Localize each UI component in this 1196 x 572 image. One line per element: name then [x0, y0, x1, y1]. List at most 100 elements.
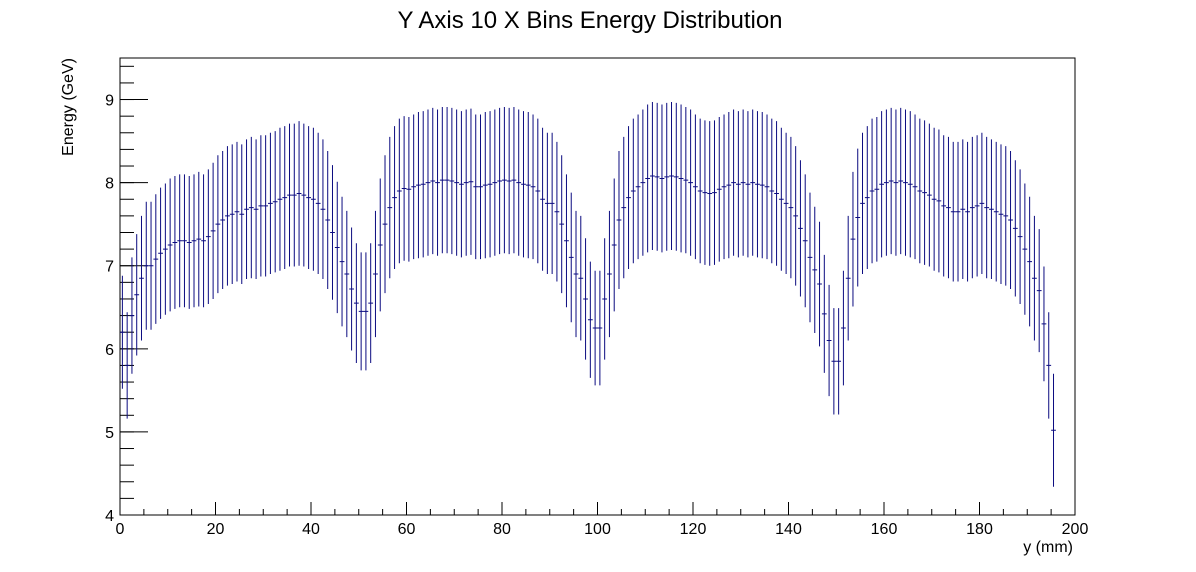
error-bar: [468, 108, 474, 255]
error-bar: [669, 102, 674, 250]
error-bar: [339, 196, 345, 327]
error-bar: [530, 114, 536, 260]
error-bar: [946, 136, 951, 279]
error-bar: [597, 270, 603, 386]
error-bar: [459, 111, 464, 258]
x-tick-label: 160: [871, 521, 898, 538]
x-tick-label: 60: [398, 521, 416, 538]
error-bar: [201, 174, 206, 308]
error-bar: [903, 109, 908, 256]
error-bar: [325, 151, 331, 289]
error-bar: [716, 116, 722, 262]
error-bar: [521, 111, 526, 258]
error-bar: [740, 109, 746, 256]
error-bar: [311, 127, 316, 271]
error-bar: [153, 194, 159, 324]
error-bar: [392, 126, 397, 270]
error-bar: [721, 114, 727, 260]
error-bar: [439, 107, 445, 254]
error-bar: [215, 155, 221, 294]
error-bar: [568, 192, 574, 323]
error-bar: [755, 111, 760, 258]
error-bar: [1036, 229, 1042, 353]
error-bar: [368, 243, 374, 363]
error-bar: [444, 107, 450, 254]
error-bar: [607, 210, 612, 338]
error-bar: [330, 165, 335, 300]
error-bar: [564, 174, 569, 308]
error-bar: [420, 111, 426, 258]
error-bar: [802, 174, 808, 308]
error-bar: [812, 206, 818, 334]
error-bar: [817, 221, 822, 347]
error-bar: [664, 102, 670, 251]
error-bar: [941, 135, 947, 277]
error-bar: [640, 109, 646, 256]
error-bar: [793, 146, 799, 286]
error-bar: [573, 210, 579, 338]
error-bar: [788, 136, 794, 279]
error-bar: [1046, 312, 1052, 419]
error-bar: [258, 135, 264, 277]
error-bar: [855, 148, 861, 287]
error-bar: [373, 210, 378, 338]
error-bar: [1032, 215, 1037, 341]
error-bar: [912, 114, 918, 260]
error-bar: [540, 127, 545, 271]
error-bar: [191, 174, 197, 308]
error-bar: [139, 215, 144, 341]
error-bar: [344, 210, 350, 338]
error-bar: [831, 308, 837, 415]
error-bar: [750, 109, 756, 256]
error-bar: [1027, 196, 1033, 327]
error-bar: [497, 107, 502, 255]
error-bar: [673, 102, 679, 251]
error-bar: [735, 111, 741, 258]
x-tick-label: 80: [493, 521, 511, 538]
error-bar: [492, 109, 498, 256]
y-tick-label: 4: [105, 508, 114, 525]
error-bar: [349, 227, 354, 351]
error-bar: [611, 178, 617, 312]
error-bar: [473, 114, 479, 260]
error-bar: [248, 136, 254, 279]
error-bar: [907, 111, 913, 258]
error-bar: [821, 254, 827, 373]
error-bar: [205, 169, 211, 304]
error-bar: [778, 127, 784, 271]
error-bar: [148, 201, 154, 330]
error-bar: [1051, 373, 1056, 487]
error-bar: [296, 121, 302, 266]
error-bar: [922, 120, 927, 265]
error-bar: [516, 109, 522, 256]
error-bar: [654, 102, 660, 251]
error-bar: [229, 144, 235, 285]
error-bar: [826, 284, 832, 397]
error-bar: [416, 112, 421, 259]
error-bar: [950, 141, 956, 282]
error-bar: [401, 116, 407, 261]
error-bar: [387, 136, 393, 279]
error-bar: [425, 109, 431, 256]
x-tick-label: 40: [302, 521, 320, 538]
error-bar: [712, 120, 717, 265]
error-bar: [363, 252, 369, 371]
error-bar: [645, 104, 651, 253]
error-bar: [898, 107, 904, 255]
error-bar: [244, 139, 249, 280]
x-tick-label: 140: [775, 521, 802, 538]
error-bar: [726, 112, 732, 259]
error-bar: [583, 238, 588, 360]
error-bar: [549, 132, 555, 275]
error-bar: [783, 132, 789, 275]
error-bar: [120, 275, 125, 389]
x-tick-label: 0: [116, 521, 125, 538]
error-bar: [1008, 151, 1013, 289]
error-bar: [124, 312, 130, 419]
error-bar: [291, 123, 297, 267]
y-tick-label: 6: [105, 342, 114, 359]
error-bar: [626, 126, 631, 270]
error-bar: [989, 139, 994, 280]
error-bar: [396, 118, 402, 264]
